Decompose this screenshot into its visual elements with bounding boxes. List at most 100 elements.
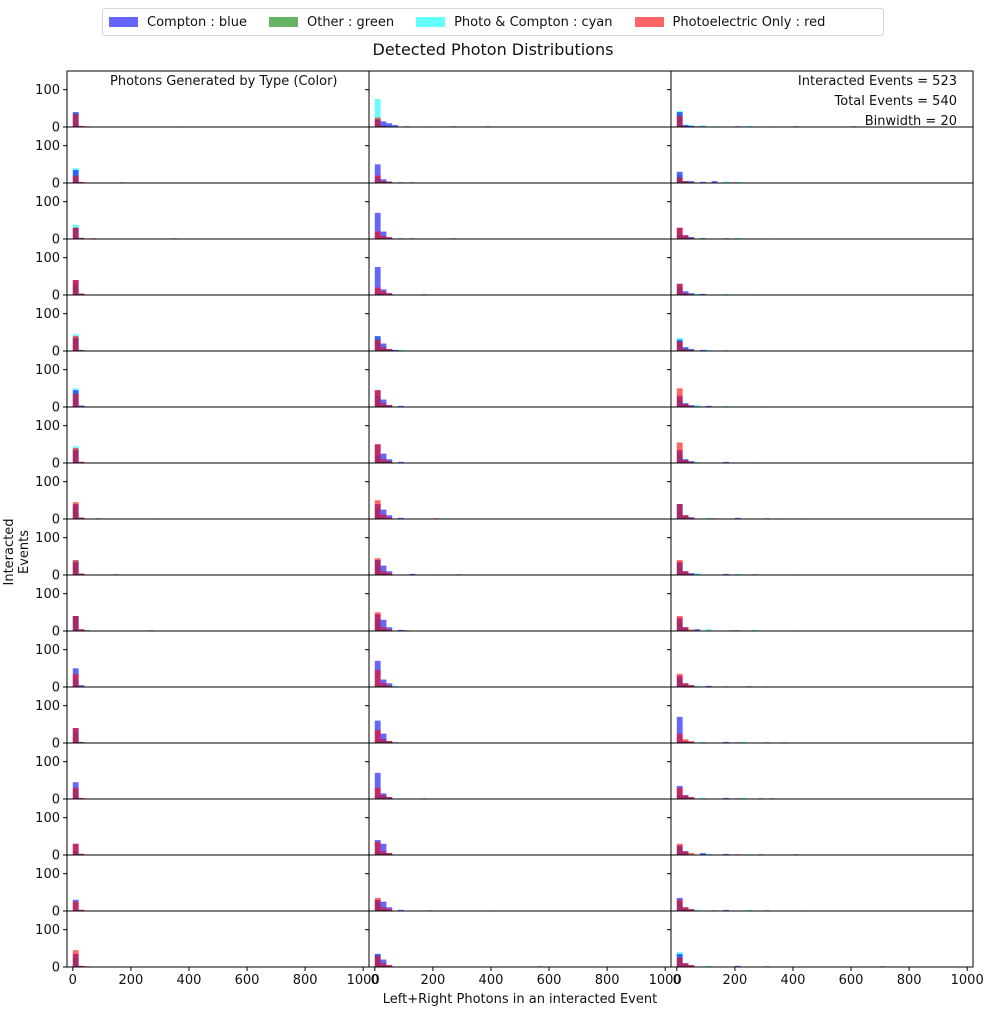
x-tick-label: 200	[420, 973, 445, 988]
panel-r3-c3	[667, 182, 974, 240]
bar-red-bin-20	[380, 291, 387, 295]
panel-r7-c1: 0 100	[35, 406, 370, 472]
x-tick-label: 200	[722, 973, 747, 988]
panel-r6-c1: 0 100	[35, 350, 370, 416]
panel-frame	[66, 574, 370, 632]
y-tick-label: 0	[52, 401, 60, 416]
bar-red-bin-40	[386, 573, 393, 575]
panel-frame	[368, 294, 672, 352]
bar-cyan-bin-240	[746, 125, 753, 127]
y-tick-label: 0	[52, 177, 60, 192]
x-tick-label: 400	[479, 973, 504, 988]
panel-r15-c1: 0 100	[35, 854, 370, 920]
panel-frame	[670, 686, 974, 744]
bar-red-bin-20	[380, 347, 387, 351]
bar-blue-bin-100	[705, 685, 712, 687]
bar-cyan-bin-260	[752, 629, 759, 631]
bar-red-bin-0	[676, 733, 683, 743]
bar-red-bin-0	[676, 115, 683, 127]
bar-red-bin-40	[386, 797, 393, 799]
x-tick-label: 0	[371, 973, 379, 988]
panel-r12-c2	[365, 686, 672, 744]
y-tick-label: 0	[52, 233, 60, 248]
panel-frame	[670, 574, 974, 632]
bar-cyan-bin-240	[746, 909, 753, 911]
bar-red-bin-20	[682, 125, 689, 127]
bar-red-bin-20	[78, 965, 85, 967]
panel-frame	[368, 630, 672, 688]
bar-red-bin-20	[380, 795, 387, 799]
bar-red-bin-40	[386, 685, 393, 687]
bar-blue-bin-0	[374, 164, 381, 183]
panel-r6-c2	[365, 350, 672, 408]
panel-r3-c1: 0 100	[35, 182, 370, 248]
bar-red-bin-20	[78, 181, 85, 183]
bar-cyan-bin-60	[694, 685, 701, 687]
y-axis-label: Interacted Events	[2, 518, 32, 586]
bar-cyan-bin-220	[740, 741, 747, 743]
bar-red-bin-40	[386, 405, 393, 407]
bar-red-bin-20	[78, 909, 85, 911]
legend-swatch-compton	[109, 17, 138, 27]
bar-blue-bin-160	[723, 909, 730, 911]
bar-red-bin-40	[688, 629, 695, 631]
y-tick-label: 100	[35, 139, 60, 154]
panel-r8-c3	[667, 462, 974, 520]
bar-cyan-bin-160	[723, 181, 730, 183]
panel-r6-c3	[667, 350, 974, 408]
bar-red-bin-20	[682, 515, 689, 519]
bar-blue-bin-0	[374, 772, 381, 799]
panel-frame	[66, 350, 370, 408]
bar-cyan-bin-100	[705, 349, 712, 351]
bar-red-bin-20	[682, 293, 689, 295]
bar-red-bin-40	[386, 237, 393, 239]
panel-r13-c3	[667, 742, 974, 800]
y-tick-label: 0	[52, 681, 60, 696]
panel-r16-c2: 0 200 400 600 800 1000	[365, 910, 682, 988]
bar-blue-bin-80	[700, 293, 706, 295]
bar-blue-bin-20	[380, 121, 387, 127]
bar-blue-bin-160	[723, 853, 730, 855]
bar-red-bin-20	[682, 404, 689, 407]
bar-red-bin-20	[380, 236, 387, 239]
panel-frame	[66, 798, 370, 856]
bar-blue-bin-160	[723, 741, 730, 743]
bar-cyan-bin-200	[734, 237, 741, 239]
y-tick-label: 0	[52, 345, 60, 360]
annotation-stat-1: Interacted Events = 523	[798, 74, 957, 89]
x-tick-label: 0	[69, 973, 77, 988]
panel-r4-c2	[365, 238, 672, 296]
bar-red-bin-0	[374, 897, 381, 911]
annotation-photons-generated: Photons Generated by Type (Color)	[110, 74, 337, 89]
bar-cyan-bin-220	[740, 797, 747, 799]
panel-frame	[670, 182, 974, 240]
y-tick-label: 100	[35, 419, 60, 434]
bar-blue-bin-160	[723, 461, 730, 463]
bar-red-bin-40	[386, 181, 393, 183]
panel-frame	[670, 854, 974, 912]
panel-r14-c2	[365, 798, 672, 856]
panel-frame	[670, 406, 974, 464]
bar-blue-bin-0	[374, 267, 381, 295]
panel-r2-c3	[667, 126, 974, 184]
legend-item-photo-compton: Photo & Compton : cyan	[416, 15, 613, 30]
bar-red-bin-40	[688, 349, 695, 351]
bar-blue-bin-20	[78, 685, 85, 687]
bar-red-bin-0	[72, 393, 79, 407]
panel-frame	[368, 518, 672, 576]
bar-blue-bin-0	[374, 212, 381, 239]
panel-r8-c1: 0 100	[35, 462, 370, 528]
panel-frame	[670, 350, 974, 408]
panel-frame	[368, 798, 672, 856]
panel-frame	[66, 126, 370, 184]
panel-r14-c3	[667, 798, 974, 856]
bar-red-bin-20	[380, 181, 387, 183]
bar-red-bin-20	[380, 907, 387, 911]
bar-cyan-bin-60	[392, 685, 399, 687]
bar-red-bin-40	[688, 517, 695, 519]
bar-blue-bin-40	[386, 123, 393, 127]
bar-red-bin-0	[374, 287, 381, 295]
y-tick-label: 0	[52, 121, 60, 136]
bar-cyan-bin-100	[705, 629, 712, 631]
